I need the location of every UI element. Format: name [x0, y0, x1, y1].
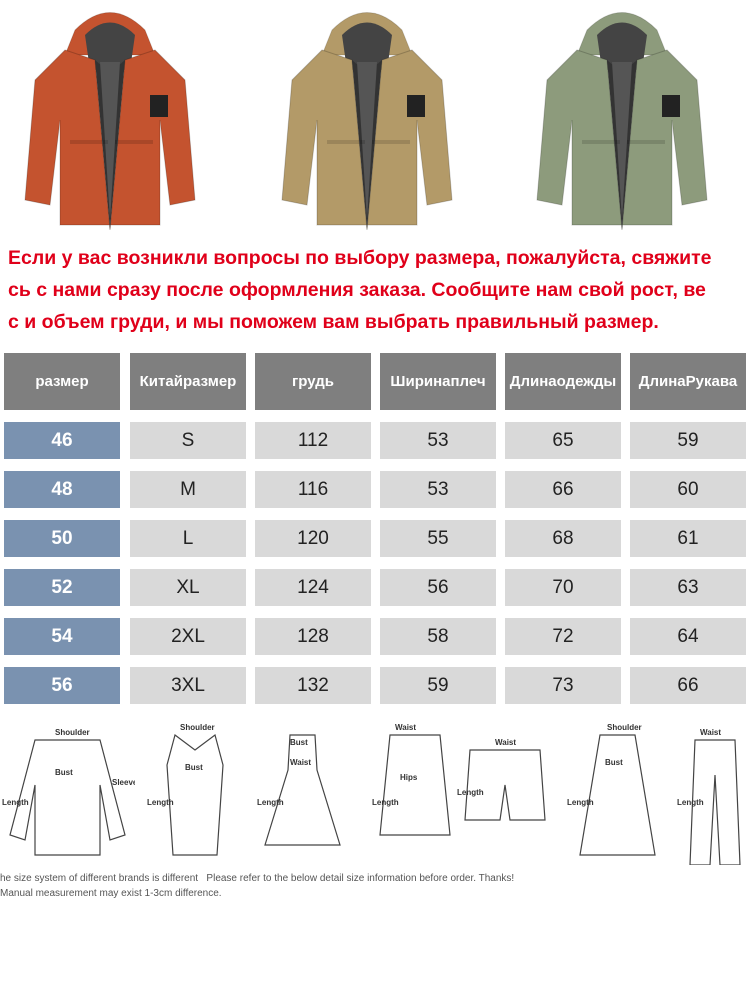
footer-text: Please refer to the below detail size in… [206, 873, 515, 884]
size-cell: 48 [4, 471, 120, 508]
measurement-label: Shoulder [607, 723, 642, 732]
table-cell: 58 [380, 618, 496, 655]
notice-line: сь с нами сразу после оформления заказа.… [8, 279, 706, 301]
column-header: Длина одежды [505, 353, 621, 410]
measurement-label: Length [677, 798, 704, 807]
measurement-label: Length [372, 798, 399, 807]
measurement-label: Waist [290, 758, 311, 767]
size-notice: Если у вас возникли вопросы по выбору ра… [8, 242, 748, 338]
column-header: Длина Рукава [630, 353, 746, 410]
footer-note: he size system of different brands is di… [0, 873, 514, 884]
table-cell: 65 [505, 422, 621, 459]
footer-text: he size system of different brands is di… [0, 873, 199, 884]
table-cell: 56 [380, 569, 496, 606]
table-cell: 60 [630, 471, 746, 508]
jacket-photo-khaki [272, 0, 462, 240]
table-cell: 70 [505, 569, 621, 606]
column-header: Ширина плеч [380, 353, 496, 410]
measurement-label: Bust [185, 763, 203, 772]
measurement-label: Waist [395, 723, 416, 732]
size-cell: 56 [4, 667, 120, 704]
table-cell: XL [130, 569, 246, 606]
skirt-diagram: Waist Hips Length [372, 723, 451, 836]
measurement-label: Shoulder [55, 728, 90, 737]
table-cell: 73 [505, 667, 621, 704]
table-cell: 2XL [130, 618, 246, 655]
table-cell: 61 [630, 520, 746, 557]
table-cell: 63 [630, 569, 746, 606]
table-cell: 124 [255, 569, 371, 606]
measurement-label: Bust [55, 768, 73, 777]
jacket-photo-green [527, 0, 717, 240]
measurement-label: Length [2, 798, 29, 807]
size-cell: 54 [4, 618, 120, 655]
size-cell: 52 [4, 569, 120, 606]
size-cell: 50 [4, 520, 120, 557]
table-cell: 66 [630, 667, 746, 704]
measurement-label: Waist [700, 728, 721, 737]
table-cell: 68 [505, 520, 621, 557]
measurement-label: Sleeve [112, 778, 135, 787]
table-cell: M [130, 471, 246, 508]
vest-diagram: Shoulder Bust Length [147, 723, 224, 856]
size-cell: 46 [4, 422, 120, 459]
measurement-label: Length [567, 798, 594, 807]
measurement-label: Length [147, 798, 174, 807]
table-cell: 64 [630, 618, 746, 655]
measurement-label: Length [457, 788, 484, 797]
column-header: грудь [255, 353, 371, 410]
table-cell: 3XL [130, 667, 246, 704]
table-cell: 66 [505, 471, 621, 508]
notice-line: с и объем груди, и мы поможем вам выбрат… [8, 311, 659, 333]
measurement-label: Length [257, 798, 284, 807]
table-cell: 55 [380, 520, 496, 557]
measurement-label: Bust [605, 758, 623, 767]
table-cell: L [130, 520, 246, 557]
measurement-label: Bust [290, 738, 308, 747]
dress-diagram: Bust Waist Length [257, 734, 341, 846]
footer-note: Manual measurement may exist 1-3cm diffe… [0, 888, 222, 899]
table-cell: 53 [380, 471, 496, 508]
shirt-diagram: Shoulder Bust Sleeve Length [2, 728, 135, 856]
table-cell: 53 [380, 422, 496, 459]
jacket-photo-orange [15, 0, 205, 240]
table-cell: 132 [255, 667, 371, 704]
shorts-diagram: Waist Length [457, 738, 546, 821]
measurement-label: Hips [400, 773, 418, 782]
measurement-label: Waist [495, 738, 516, 747]
table-cell: 59 [630, 422, 746, 459]
pants-diagram: Waist Length [677, 728, 741, 865]
table-cell: 59 [380, 667, 496, 704]
table-cell: S [130, 422, 246, 459]
table-cell: 128 [255, 618, 371, 655]
coat-diagram: Shoulder Bust Length [567, 723, 656, 856]
column-header: размер [4, 353, 120, 410]
table-cell: 120 [255, 520, 371, 557]
table-cell: 112 [255, 422, 371, 459]
table-cell: 116 [255, 471, 371, 508]
column-header: Китай размер [130, 353, 246, 410]
notice-line: Если у вас возникли вопросы по выбору ра… [8, 247, 712, 269]
measurement-label: Shoulder [180, 723, 215, 732]
table-cell: 72 [505, 618, 621, 655]
